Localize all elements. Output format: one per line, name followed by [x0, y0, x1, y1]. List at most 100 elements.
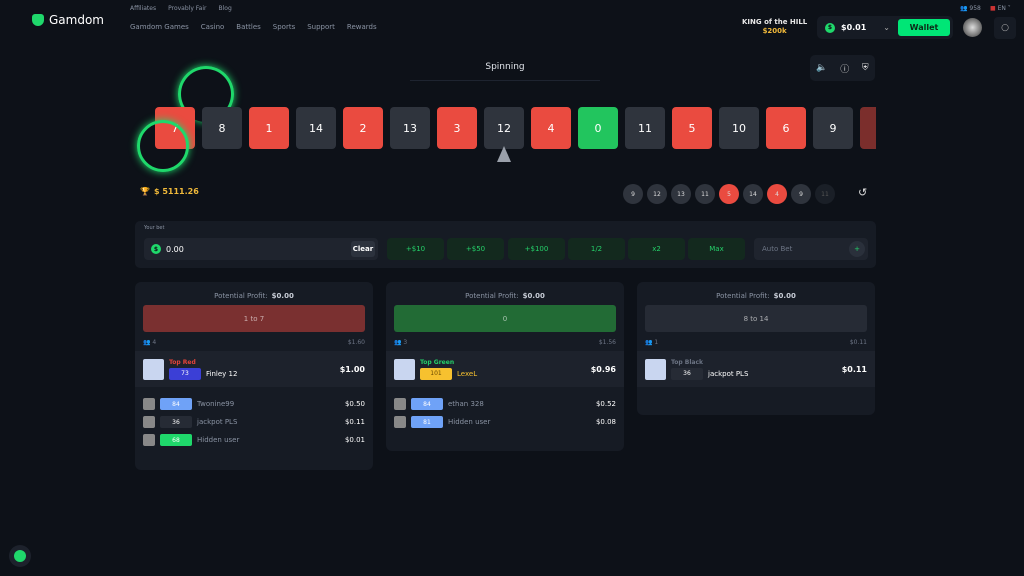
bet-label: Your bet: [144, 225, 165, 231]
roulette-tile: 8: [202, 107, 242, 149]
profit-label: Potential Profit:: [465, 292, 519, 300]
bettor-row: 84 ethan 328 $0.52: [386, 395, 624, 413]
add-100-button[interactable]: +$100: [508, 238, 565, 260]
language-select[interactable]: ■ EN ˅: [990, 5, 1011, 12]
chat-button[interactable]: ○: [994, 17, 1016, 39]
history-roll: 5: [719, 184, 739, 204]
place-bet-red-button[interactable]: 1 to 7: [143, 305, 365, 332]
bet-panel: Your bet $0.00 Clear +$10 +$50 +$100 1/2 …: [135, 221, 876, 268]
avatar: [143, 416, 155, 428]
logo-icon: [32, 14, 44, 26]
avatar: [394, 398, 406, 410]
username: Twonine99: [197, 400, 235, 408]
link-blog[interactable]: Blog: [218, 5, 232, 12]
users-icon: 👥: [394, 339, 402, 346]
column-total: $0.11: [849, 339, 867, 346]
nav-battles[interactable]: Battles: [236, 23, 261, 31]
top-label: Top Red: [169, 358, 196, 366]
double-button[interactable]: x2: [628, 238, 685, 260]
roll-history: 9 12 13 11 5 14 4 9 11: [623, 184, 835, 204]
level-badge: 36: [671, 367, 703, 380]
bet-amount: $0.11: [344, 418, 365, 426]
link-provably-fair[interactable]: Provably Fair: [168, 5, 207, 12]
decor-ring: [178, 66, 234, 122]
roulette-tile: 6: [766, 107, 806, 149]
auto-bet-input[interactable]: Auto Bet +: [754, 238, 868, 260]
roulette-tile: 12: [484, 107, 524, 149]
bet-amount: $0.11: [841, 364, 867, 374]
players-number: 1: [654, 339, 659, 346]
bet-amount: $0.52: [595, 400, 616, 408]
bet-amount: $1.00: [339, 364, 365, 374]
level-badge: 84: [411, 398, 443, 410]
potential-profit: Potential Profit: $0.00: [135, 292, 373, 300]
username: Hidden user: [197, 436, 240, 444]
profit-label: Potential Profit:: [716, 292, 770, 300]
nav-rewards[interactable]: Rewards: [346, 23, 377, 31]
history-roll: 11: [815, 184, 835, 204]
max-button[interactable]: Max: [688, 238, 745, 260]
nav-gamdom-games[interactable]: Gamdom Games: [130, 23, 189, 31]
link-affiliates[interactable]: Affiliates: [130, 5, 157, 12]
add-50-button[interactable]: +$50: [447, 238, 504, 260]
nav-casino[interactable]: Casino: [200, 23, 225, 31]
users-icon: 👥: [645, 339, 653, 346]
bet-amount-input[interactable]: $0.00 Clear: [144, 238, 378, 260]
roulette-tile: 11: [625, 107, 665, 149]
half-button[interactable]: 1/2: [568, 238, 625, 260]
roulette-tile: 3: [437, 107, 477, 149]
place-bet-black-button[interactable]: 8 to 14: [645, 305, 867, 332]
bet-column-red: Potential Profit: $0.00 1 to 7 👥 4 $1.60 T…: [135, 282, 373, 470]
level-badge: 101: [420, 367, 452, 380]
roulette-tile-partial: [860, 107, 876, 149]
jackpot: 🏆 $ 5111.26: [140, 187, 199, 196]
avatar: [143, 398, 155, 410]
history-roll: 9: [791, 184, 811, 204]
bet-amount: $0.96: [590, 364, 616, 374]
level-badge: 84: [160, 398, 192, 410]
auto-bet-add-button[interactable]: +: [849, 241, 865, 257]
wallet-button[interactable]: Wallet: [898, 19, 950, 36]
bet-amount: $0.08: [595, 418, 616, 426]
place-bet-green-button[interactable]: 0: [394, 305, 616, 332]
level-badge: 81: [411, 416, 443, 428]
player-count: 👥 4: [143, 339, 156, 346]
bet-column-green: Potential Profit: $0.00 0 👥 3 $1.56 Top Gr…: [386, 282, 624, 451]
history-icon[interactable]: ↺: [858, 186, 868, 199]
pointer-icon: [497, 146, 511, 162]
chevron-down-icon[interactable]: ⌄: [883, 23, 890, 32]
username: jackpot PLS: [197, 418, 238, 426]
main-nav: Gamdom Games Casino Battles Sports Suppo…: [130, 23, 377, 31]
profit-value: $0.00: [773, 292, 796, 300]
brand-name: Gamdom: [49, 13, 104, 27]
nav-sports[interactable]: Sports: [272, 23, 296, 31]
history-roll: 13: [671, 184, 691, 204]
column-total: $1.60: [347, 339, 365, 346]
roulette-tile: 4: [531, 107, 571, 149]
bettor-row: 84 Twonine99 $0.50: [135, 395, 373, 413]
roulette-tile: 14: [296, 107, 336, 149]
top-label: Top Black: [671, 358, 704, 366]
user-avatar[interactable]: [963, 18, 982, 37]
info-icon[interactable]: ⓘ: [840, 64, 850, 75]
clear-button[interactable]: Clear: [351, 241, 375, 257]
username: Hidden user: [448, 418, 491, 426]
username: jackpot PLS: [708, 369, 749, 378]
promo-amount: $200k: [762, 27, 787, 35]
brand-logo[interactable]: Gamdom: [32, 13, 104, 27]
bet-value[interactable]: 0.00: [166, 244, 184, 254]
flag-icon: ■: [990, 5, 996, 12]
top-bettor: Top Black 36 jackpot PLS $0.11: [637, 351, 875, 387]
level-badge: 73: [169, 367, 201, 380]
king-of-the-hill-promo[interactable]: KING of the HILL $200k: [742, 18, 807, 36]
sound-icon[interactable]: 🔈: [816, 63, 828, 73]
balance-box[interactable]: $ $0.01 ⌄ Wallet: [817, 16, 953, 39]
nav-support[interactable]: Support: [307, 23, 335, 31]
support-button[interactable]: [9, 545, 31, 567]
bet-amount: $0.01: [344, 436, 365, 444]
roulette-tile: 0: [578, 107, 618, 149]
history-roll: 11: [695, 184, 715, 204]
add-10-button[interactable]: +$10: [387, 238, 444, 260]
shield-icon[interactable]: ⛨: [861, 63, 869, 73]
jackpot-amount: $ 5111.26: [153, 187, 199, 196]
